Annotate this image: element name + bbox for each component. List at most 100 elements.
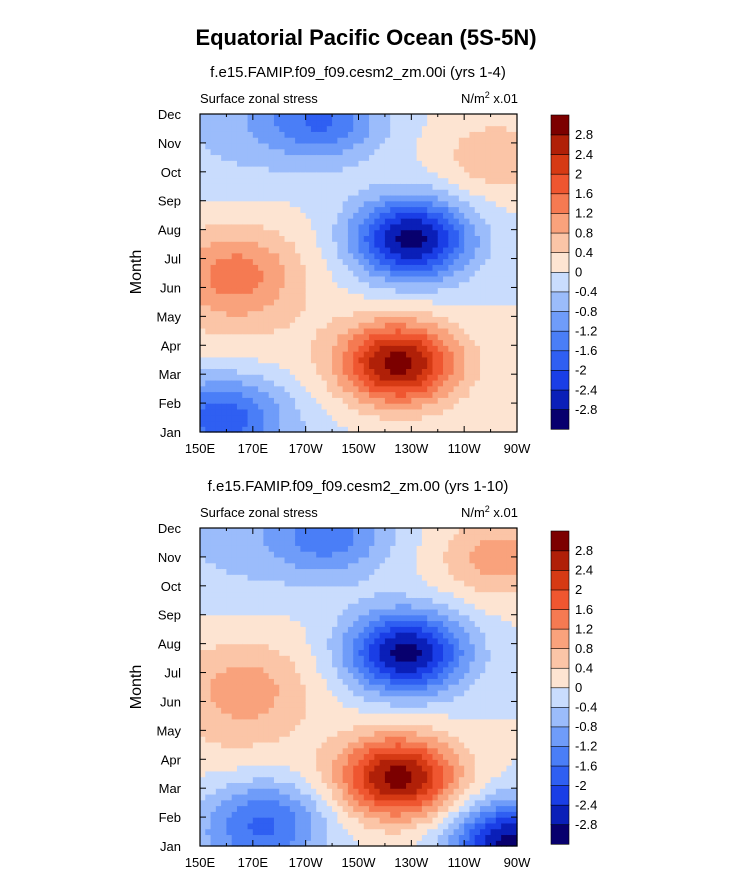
contour-cell [353, 316, 360, 323]
contour-cell [395, 327, 402, 335]
contour-cell [205, 741, 212, 749]
contour-cell [448, 293, 455, 300]
contour-cell [273, 770, 280, 778]
contour-cell [221, 580, 228, 587]
contour-cell [305, 339, 312, 346]
contour-cell [242, 183, 249, 190]
contour-cell [263, 327, 270, 335]
contour-cell [273, 281, 280, 289]
contour-cell [247, 362, 254, 369]
contour-cell [358, 339, 365, 346]
contour-cell [284, 166, 291, 173]
contour-cell [210, 718, 217, 726]
contour-cell [384, 270, 391, 277]
contour-cell [200, 223, 206, 231]
contour-cell [427, 379, 434, 387]
contour-cell [231, 154, 238, 161]
contour-cell [289, 620, 296, 627]
contour-cell [495, 391, 502, 398]
contour-cell [321, 403, 328, 410]
contour-cell [332, 189, 338, 196]
contour-cell [252, 770, 259, 778]
contour-cell [326, 356, 333, 364]
contour-cell [200, 160, 206, 167]
contour-cell [295, 724, 301, 731]
contour-cell [353, 246, 360, 254]
contour-cell [511, 362, 518, 369]
contour-cell [273, 333, 280, 341]
contour-cell [337, 620, 344, 627]
contour-cell [247, 805, 254, 812]
contour-cell [321, 770, 328, 778]
contour-cell [236, 235, 243, 242]
contour-cell [242, 793, 249, 801]
contour-cell [321, 603, 328, 610]
contour-cell [453, 241, 460, 248]
contour-cell [469, 223, 476, 231]
contour-cell [432, 310, 439, 317]
contour-cell [480, 426, 486, 433]
contour-cell [279, 533, 286, 541]
contour-cell [369, 264, 375, 271]
contour-cell [300, 374, 307, 381]
contour-cell [416, 148, 423, 156]
contour-cell [289, 264, 296, 271]
contour-cell [384, 293, 391, 300]
contour-cell [252, 345, 259, 352]
contour-cell [310, 189, 317, 196]
contour-cell [258, 131, 264, 138]
contour-cell [474, 408, 481, 416]
contour-cell [363, 114, 370, 121]
contour-cell [242, 414, 249, 422]
contour-cell [316, 148, 323, 156]
contour-cell [321, 776, 328, 783]
contour-cell [263, 299, 270, 306]
contour-cell [427, 125, 434, 132]
contour-cell [384, 368, 391, 375]
contour-cell [363, 223, 370, 231]
contour-cell [242, 805, 249, 812]
contour-cell [205, 206, 212, 213]
colorbar-label: 0 [575, 265, 582, 280]
contour-cell [263, 545, 270, 552]
contour-cell [200, 574, 206, 581]
contour-cell [347, 805, 354, 812]
contour-cell [480, 414, 486, 422]
contour-cell [215, 408, 222, 416]
contour-cell [273, 408, 280, 416]
contour-cell [406, 194, 412, 202]
contour-cell [485, 333, 492, 341]
contour-cell [242, 137, 249, 144]
contour-cell [231, 420, 238, 427]
contour-cell [427, 194, 434, 202]
contour-cell [480, 362, 486, 369]
contour-cell [421, 194, 428, 202]
contour-cell [236, 379, 243, 387]
contour-cell [273, 643, 280, 651]
contour-cell [305, 114, 312, 121]
contour-cell [221, 304, 228, 312]
contour-cell [374, 385, 381, 393]
contour-cell [332, 591, 338, 598]
contour-cell [205, 281, 212, 289]
contour-cell [342, 591, 349, 598]
contour-cell [337, 281, 344, 289]
contour-cell [305, 154, 312, 161]
contour-cell [215, 805, 222, 812]
contour-cell [295, 834, 301, 841]
contour-cell [205, 408, 212, 416]
contour-cell [200, 218, 206, 225]
contour-cell [205, 591, 212, 598]
contour-cell [284, 258, 291, 265]
contour-cell [221, 293, 228, 300]
contour-cell [495, 125, 502, 132]
contour-cell [474, 356, 481, 364]
contour-cell [295, 374, 301, 381]
contour-cell [305, 287, 312, 294]
colorbar-swatch [550, 369, 570, 391]
contour-cell [326, 614, 333, 622]
contour-cell [332, 391, 338, 398]
contour-cell [236, 684, 243, 691]
contour-cell [384, 200, 391, 208]
contour-cell [390, 194, 397, 202]
